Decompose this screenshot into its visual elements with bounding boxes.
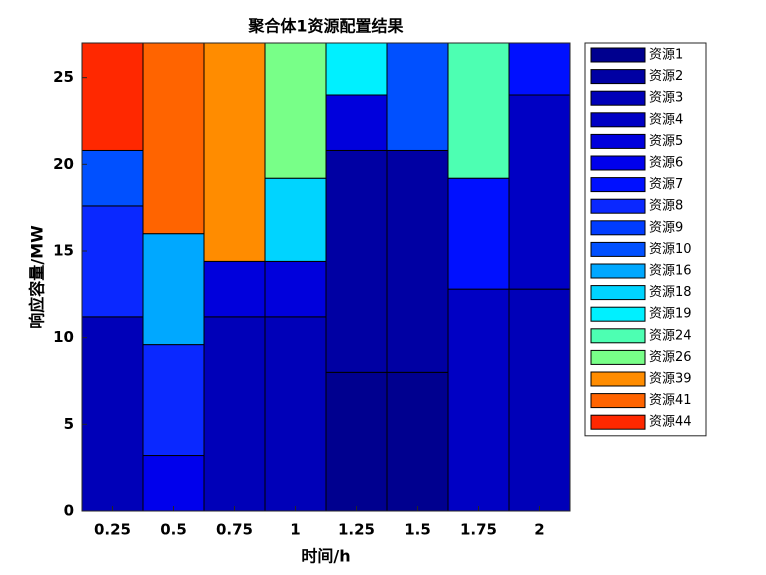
x-tick-label: 2 — [534, 521, 544, 539]
legend-label: 资源9 — [649, 220, 683, 235]
legend-swatch — [590, 393, 646, 409]
bar-segment — [325, 43, 388, 96]
legend-box — [584, 42, 707, 437]
x-tick-label: 1.5 — [404, 521, 431, 539]
legend-swatch — [590, 263, 646, 279]
y-tick-label: 5 — [64, 415, 74, 433]
x-tick-label: 1 — [290, 521, 300, 539]
y-tick-label: 15 — [53, 242, 74, 260]
legend-label: 资源18 — [649, 285, 692, 300]
x-tick-label: 0.5 — [160, 521, 187, 539]
y-axis-label: 响应容量/MW — [28, 225, 47, 329]
legend-label: 资源24 — [649, 328, 692, 343]
bar-segment — [325, 371, 388, 511]
legend-swatch — [590, 177, 646, 193]
legend-swatch — [590, 285, 646, 301]
bar-segment — [142, 233, 205, 346]
legend-label: 资源41 — [649, 393, 692, 408]
legend-label: 资源44 — [649, 415, 692, 430]
legend-label: 资源16 — [649, 264, 692, 279]
x-axis-label: 时间/h — [301, 547, 350, 566]
bar-segment — [203, 260, 266, 318]
legend-swatch — [590, 198, 646, 214]
plot-frame — [81, 42, 571, 512]
bar-segment — [82, 43, 144, 151]
bar-segment — [264, 316, 327, 511]
bar-segment — [386, 149, 449, 373]
legend-label: 资源5 — [649, 134, 683, 149]
legend-swatch — [590, 328, 646, 344]
legend-swatch — [590, 47, 646, 63]
bar-segment — [447, 43, 510, 179]
legend-swatch — [590, 349, 646, 365]
bar-segment — [325, 149, 388, 373]
bar-segment — [82, 149, 144, 207]
legend-swatch — [590, 155, 646, 171]
y-tick-label: 20 — [53, 155, 74, 173]
legend-swatch — [590, 133, 646, 149]
chart-title: 聚合体1资源配置结果 — [247, 17, 403, 36]
legend-label: 资源19 — [649, 307, 692, 322]
bar-segment — [264, 260, 327, 318]
legend-swatch — [590, 371, 646, 387]
legend-label: 资源26 — [649, 350, 692, 365]
x-tick-label: 1.25 — [338, 521, 375, 539]
bar-segment — [264, 177, 327, 262]
bar-segment — [142, 344, 205, 457]
x-tick-label: 0.25 — [94, 521, 131, 539]
bar-segment — [82, 205, 144, 318]
bar-segment — [447, 177, 510, 290]
legend-swatch — [590, 414, 646, 430]
bar-segment — [447, 288, 510, 511]
bar-segment — [386, 371, 449, 511]
legend-label: 资源8 — [649, 199, 683, 214]
bar-segment — [82, 316, 144, 511]
legend-swatch — [590, 69, 646, 85]
legend-label: 资源10 — [649, 242, 692, 257]
bar-segment — [142, 43, 205, 235]
y-tick-label: 0 — [64, 502, 74, 520]
x-tick-label: 1.75 — [460, 521, 497, 539]
legend-swatch — [590, 220, 646, 236]
legend-swatch — [590, 90, 646, 106]
legend-label: 资源39 — [649, 372, 692, 387]
legend-label: 资源4 — [649, 112, 683, 127]
legend-label: 资源2 — [649, 69, 683, 84]
bars — [82, 43, 570, 511]
bar-segment — [386, 43, 449, 151]
legend-label: 资源3 — [649, 91, 683, 106]
bar-segment — [264, 43, 327, 179]
bar-segment — [142, 455, 205, 511]
bar-segment — [508, 288, 570, 511]
x-tick-label: 0.75 — [216, 521, 253, 539]
legend-label: 资源6 — [649, 156, 683, 171]
legend-swatch — [590, 112, 646, 128]
bar-segment — [508, 94, 570, 290]
y-tick-label: 10 — [53, 328, 74, 346]
bar-segment — [325, 94, 388, 151]
bar-segment — [508, 43, 570, 96]
legend-label: 资源1 — [649, 48, 683, 63]
bar-segment — [203, 43, 266, 262]
bar-segment — [203, 316, 266, 511]
y-tick-label: 25 — [53, 68, 74, 86]
legend-swatch — [590, 241, 646, 257]
legend-label: 资源7 — [649, 177, 683, 192]
legend: 资源1 资源2 资源3 资源4 资源5 资源6 资源7 资源8 资源9 资源10 资源16 资源18 资… — [584, 42, 707, 437]
legend-swatch — [590, 306, 646, 322]
